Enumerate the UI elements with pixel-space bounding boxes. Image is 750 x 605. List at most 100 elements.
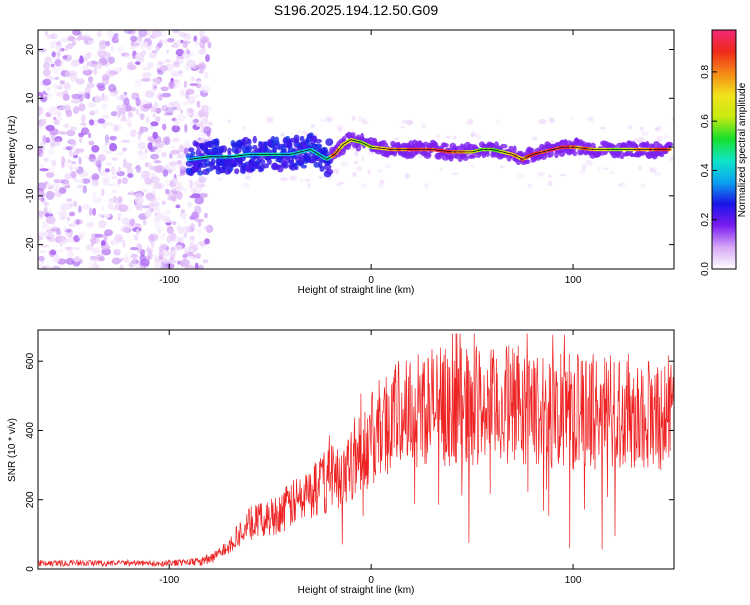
noise-blob bbox=[116, 96, 121, 101]
noise-blob bbox=[130, 129, 137, 138]
faint-blob bbox=[656, 135, 663, 142]
faint-blob bbox=[618, 183, 622, 187]
noise-blob bbox=[149, 165, 158, 171]
ridge-halo bbox=[252, 145, 258, 150]
noise-blob bbox=[198, 109, 206, 118]
faint-blob bbox=[289, 175, 297, 181]
noise-blob bbox=[119, 118, 128, 122]
noise-blob bbox=[42, 265, 47, 269]
ridge-halo bbox=[294, 165, 299, 171]
noise-blob bbox=[151, 30, 162, 38]
ridge-halo bbox=[234, 168, 240, 175]
noise-blob bbox=[160, 243, 168, 249]
faint-blob bbox=[317, 176, 325, 179]
noise-blob bbox=[144, 162, 149, 167]
noise-blob bbox=[151, 82, 158, 92]
noise-blob bbox=[62, 182, 71, 187]
noise-blob bbox=[95, 160, 102, 168]
noise-blob bbox=[105, 40, 111, 47]
noise-blob bbox=[134, 222, 140, 229]
noise-blob bbox=[202, 225, 210, 231]
y-tick-label: -20 bbox=[25, 237, 36, 252]
noise-blob bbox=[68, 223, 77, 227]
noise-blob bbox=[110, 242, 119, 246]
noise-blob bbox=[168, 153, 173, 159]
noise-blob bbox=[182, 101, 189, 106]
noise-blob bbox=[203, 106, 212, 112]
noise-blob bbox=[137, 132, 142, 141]
noise-blob bbox=[110, 111, 118, 117]
noise-blob bbox=[183, 232, 188, 238]
ridge-halo bbox=[220, 145, 228, 153]
noise-blob bbox=[144, 148, 148, 154]
ridge-halo bbox=[527, 147, 535, 153]
ridge-halo bbox=[252, 135, 257, 144]
noise-blob bbox=[189, 235, 195, 240]
ridge-halo bbox=[319, 165, 325, 172]
noise-blob bbox=[130, 45, 136, 51]
y-tick-label: 200 bbox=[25, 491, 36, 508]
noise-blob bbox=[175, 48, 185, 57]
noise-blob bbox=[139, 258, 150, 267]
noise-blob bbox=[157, 70, 164, 75]
ridge-halo bbox=[210, 158, 216, 166]
ridge-halo bbox=[258, 159, 266, 164]
noise-blob bbox=[56, 117, 64, 121]
y-tick-label: 600 bbox=[25, 352, 36, 369]
noise-blob bbox=[174, 78, 181, 88]
noise-blob bbox=[48, 209, 53, 215]
ridge-halo bbox=[313, 162, 320, 168]
noise-blob bbox=[157, 228, 162, 234]
noise-blob bbox=[152, 78, 156, 83]
noise-blob bbox=[61, 156, 66, 165]
noise-blob bbox=[135, 167, 144, 173]
noise-blob bbox=[138, 152, 148, 161]
faint-blob bbox=[649, 167, 654, 172]
noise-blob bbox=[82, 34, 91, 39]
noise-blob bbox=[123, 30, 134, 34]
noise-blob bbox=[122, 162, 133, 169]
ridge-halo bbox=[286, 141, 293, 149]
noise-blob bbox=[183, 147, 189, 155]
noise-blob bbox=[100, 188, 105, 197]
noise-blob bbox=[67, 249, 74, 259]
noise-blob bbox=[137, 56, 144, 62]
ridge-halo bbox=[325, 138, 334, 147]
faint-blob bbox=[517, 173, 525, 179]
noise-blob bbox=[204, 110, 209, 118]
ridge-halo bbox=[524, 159, 531, 165]
noise-blob bbox=[136, 164, 141, 174]
noise-blob bbox=[205, 224, 214, 233]
faint-blob bbox=[354, 160, 359, 165]
noise-blob bbox=[180, 258, 190, 267]
noise-blob bbox=[97, 118, 106, 124]
faint-blob bbox=[654, 127, 660, 132]
noise-blob bbox=[67, 35, 76, 42]
faint-blob bbox=[207, 121, 214, 127]
noise-blob bbox=[172, 42, 178, 48]
noise-blob bbox=[56, 235, 66, 242]
noise-blob bbox=[155, 116, 161, 122]
noise-blob bbox=[46, 228, 56, 234]
noise-blob bbox=[166, 38, 175, 43]
noise-blob bbox=[64, 174, 72, 180]
faint-blob bbox=[627, 124, 633, 130]
noise-blob bbox=[44, 30, 49, 36]
noise-blob bbox=[154, 212, 158, 217]
noise-blob bbox=[109, 197, 119, 204]
ridge-halo bbox=[303, 152, 312, 161]
faint-blob bbox=[558, 173, 567, 177]
noise-blob bbox=[160, 86, 169, 92]
noise-blob bbox=[177, 32, 187, 37]
noise-blob bbox=[50, 33, 58, 40]
noise-blob bbox=[43, 206, 48, 215]
noise-blob bbox=[140, 170, 151, 180]
noise-blob bbox=[156, 63, 161, 70]
spectrogram-ylabel: Frequency (Hz) bbox=[7, 116, 18, 185]
noise-blob bbox=[67, 159, 71, 164]
noise-blob bbox=[187, 144, 192, 148]
noise-blob bbox=[191, 93, 200, 99]
noise-blob bbox=[183, 248, 188, 253]
noise-blob bbox=[38, 231, 48, 238]
